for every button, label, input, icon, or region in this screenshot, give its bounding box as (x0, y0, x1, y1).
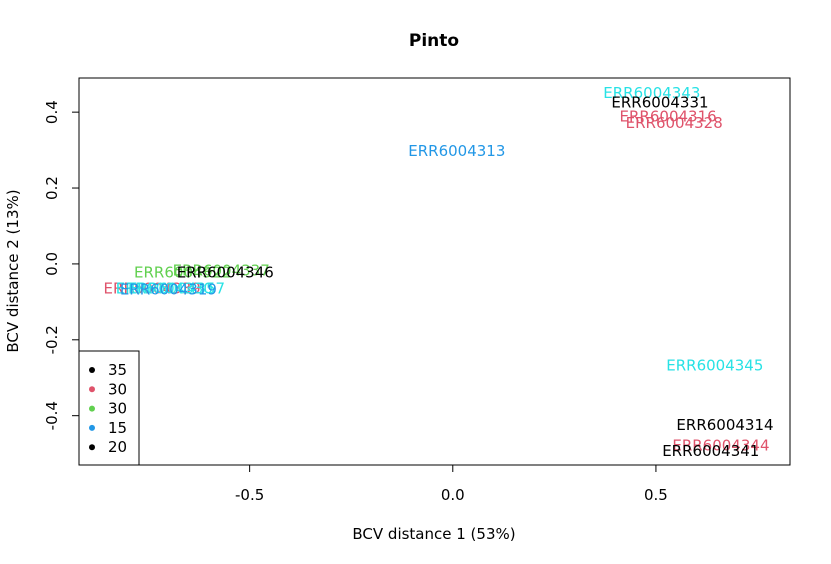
point-labels: ERR6004343ERR6004331ERR6004316ERR6004328… (104, 84, 774, 460)
point-label: ERR6004344 (672, 436, 769, 454)
point-label: ERR6004328 (626, 114, 723, 132)
legend-label: 30 (108, 380, 127, 398)
point-label: ERR6004319 (120, 281, 217, 299)
x-tick-label: 0.0 (441, 486, 465, 504)
point-label: ERR6004331 (611, 94, 708, 112)
plot-area-frame (78, 77, 791, 466)
y-tick-label: 0.0 (43, 252, 61, 276)
legend-label: 15 (108, 419, 127, 437)
point-label: ERR6004346 (177, 263, 274, 281)
x-tick-label: 0.5 (644, 486, 668, 504)
y-tick-label: 0.4 (43, 100, 61, 124)
chart-title: Pinto (409, 31, 459, 51)
legend-label: 30 (108, 400, 127, 418)
point-label: ERR6004337 (173, 262, 270, 280)
point-label: ERR6004322 (134, 263, 231, 281)
legend-marker (89, 444, 95, 451)
point-label: ERR6004339 (104, 280, 201, 298)
legend-label: 35 (108, 361, 127, 379)
y-tick-label: -0.4 (43, 401, 61, 430)
point-label: ERR6004343 (603, 84, 700, 102)
legend-marker (89, 367, 95, 373)
x-axis-label: BCV distance 1 (53%) (352, 525, 515, 543)
legend-label: 20 (108, 438, 127, 456)
legend-marker (89, 424, 95, 431)
x-tick-label: -0.5 (235, 486, 264, 504)
point-label: ERR6004313 (408, 142, 505, 160)
y-tick-label: 0.2 (43, 176, 61, 200)
legend-marker (89, 386, 95, 393)
point-label: ERR6004314 (676, 416, 773, 434)
y-tick-label: -0.2 (43, 325, 61, 354)
x-axis: -0.5 0.0 0.5 (235, 465, 668, 504)
point-label: ERR6004345 (666, 357, 763, 375)
point-label: ERR6004357 (128, 280, 225, 298)
y-axis: -0.4 -0.2 0.0 0.2 0.4 (43, 100, 79, 430)
legend-marker (89, 405, 95, 412)
point-label: ERR6004330 (116, 280, 213, 298)
point-label: ERR6004316 (620, 108, 717, 126)
point-label: ERR6004341 (662, 442, 759, 460)
y-axis-label: BCV distance 2 (13%) (4, 189, 22, 352)
